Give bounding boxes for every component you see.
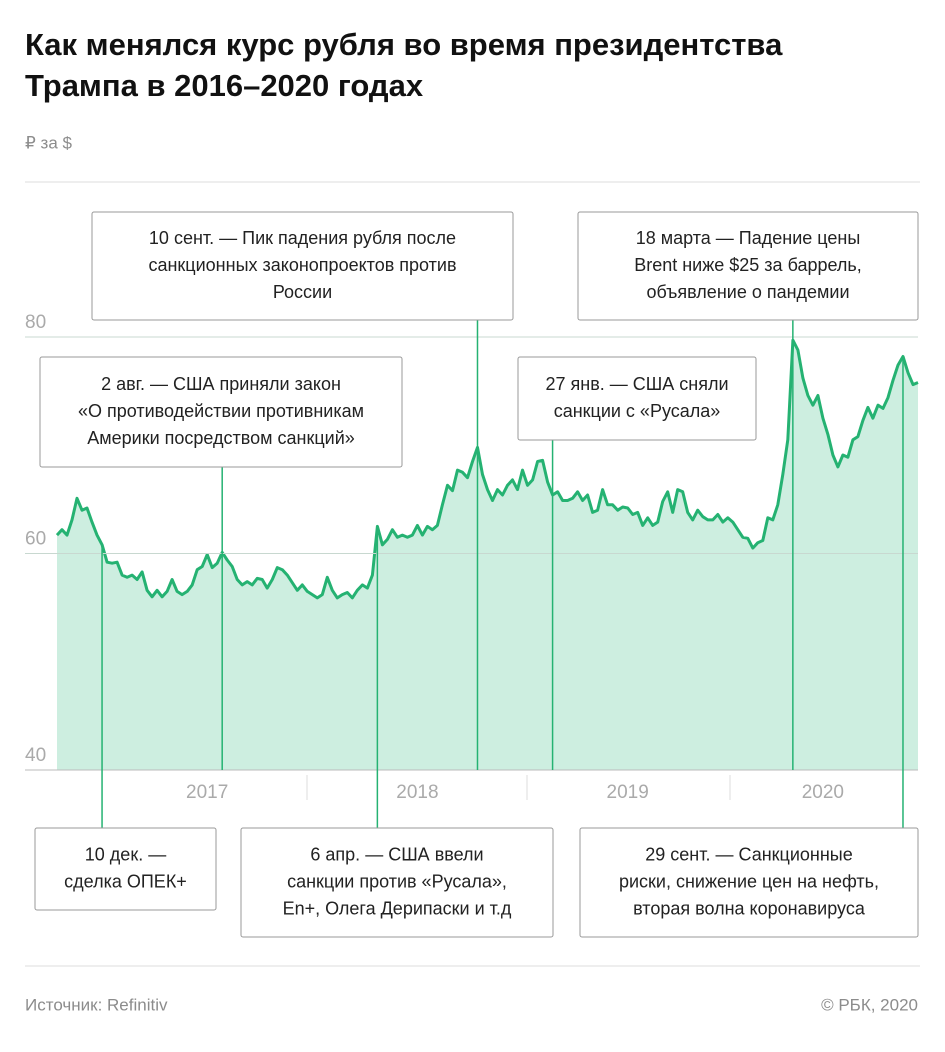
annotation-text: «О противодействии противникам [78, 401, 364, 421]
annotation-text: России [273, 282, 332, 302]
annotation-text: 18 марта — Падение цены [636, 228, 861, 248]
annotation-text: санкционных законопроектов против [148, 255, 456, 275]
source: Источник: Refinitiv [25, 995, 168, 1014]
annotation-text: Америки посредством санкций» [87, 428, 355, 448]
annotation-text: Brent ниже $25 за баррель, [634, 255, 862, 275]
annotation-text: сделка ОПЕК+ [64, 871, 187, 891]
annotation-text: санкции против «Русала», [287, 871, 507, 891]
y-tick-label: 40 [25, 745, 46, 766]
annotation-text: санкции с «Русала» [554, 401, 721, 421]
annotation-box [91, 211, 514, 321]
annotation-text: En+, Олега Дерипаски и т.д [283, 898, 512, 918]
y-tick-label: 60 [25, 529, 46, 550]
x-tick-label: 2019 [607, 782, 649, 803]
annotation-text: 27 янв. — США сняли [545, 374, 728, 394]
annotation-text: 6 апр. — США ввели [310, 844, 483, 864]
line [55, 338, 919, 600]
annotation-text: объявление о пандемии [646, 282, 849, 302]
annotation: 29 сент. — Санкционные риски, снижение це… [579, 356, 919, 938]
annotation-text: риски, снижение цен на нефть, [619, 871, 879, 891]
annotation: 10 сент. — Пик падения рубля после санкци… [91, 211, 514, 770]
annotation-text: 10 дек. — [85, 844, 166, 864]
x-tick-label: 2017 [186, 782, 228, 803]
plot [55, 338, 919, 770]
annotation: 6 апр. — США ввели санкции против «Русала… [240, 526, 554, 938]
unit-label: ₽ за $ [25, 133, 73, 152]
annotation-text: вторая волна коронавируса [633, 898, 866, 918]
annotation-box [579, 827, 919, 938]
area [57, 340, 918, 770]
annotation-box [577, 211, 919, 321]
annotation-box [34, 827, 217, 911]
y-tick-label: 80 [25, 312, 46, 333]
annotation: 18 марта — Падение цены Brent ниже $25 за… [577, 211, 919, 770]
annotation: 2 авг. — США приняли закон «О противодейс… [39, 356, 403, 770]
x-tick-label: 2020 [802, 782, 844, 803]
annotation-text: 2 авг. — США приняли закон [101, 374, 341, 394]
annotation-box [240, 827, 554, 938]
chart-title: Трампа в 2016–2020 годах [25, 68, 424, 103]
annotation: 27 янв. — США сняли санкции с «Русала» [517, 356, 757, 770]
annotation-text: 29 сент. — Санкционные [645, 844, 852, 864]
annotation-box [517, 356, 757, 441]
annotation-text: 10 сент. — Пик падения рубля после [149, 228, 456, 248]
credit: © РБК, 2020 [821, 995, 918, 1014]
x-tick-label: 2018 [396, 782, 438, 803]
chart-title: Как менялся курс рубля во время президен… [25, 27, 783, 62]
annotation: 10 дек. — сделка ОПЕК+ [34, 544, 217, 911]
annotation-box [39, 356, 403, 468]
